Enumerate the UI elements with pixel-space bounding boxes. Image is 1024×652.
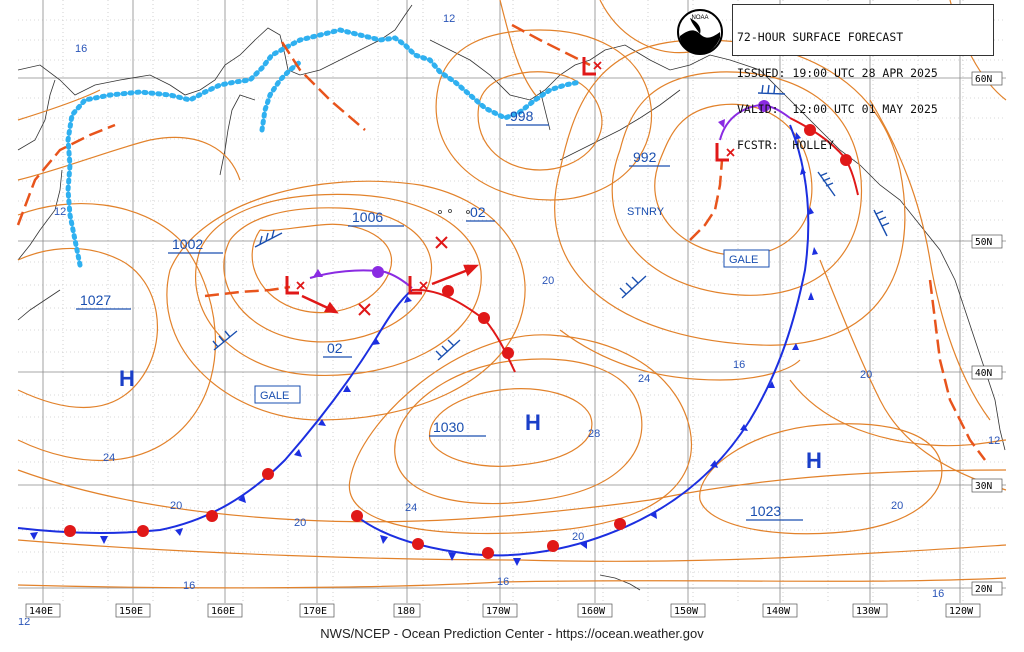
header-issued-row: ISSUED: 19:00 UTC 28 APR 2025 (737, 67, 989, 79)
high-symbol: H (806, 448, 822, 473)
pressure-label: 992 (633, 149, 657, 165)
ice-edge (65, 27, 583, 268)
noaa-logo-icon: NOAA (677, 9, 723, 55)
longitude-label: 160E (211, 606, 235, 617)
isobar-value: 20 (294, 517, 306, 529)
high-symbol: H (119, 366, 135, 391)
latitude-label: 30N (975, 481, 992, 492)
isobar-value: 24 (405, 502, 417, 514)
isobar-value: 24 (103, 452, 115, 464)
valid-value: 12:00 UTC 01 MAY 2025 (792, 102, 938, 116)
isobar-value: 16 (183, 580, 195, 592)
fcstr-label: FCSTR: (737, 138, 779, 152)
isobar-value: 12 (443, 13, 455, 25)
gale-label: GALE (260, 390, 289, 402)
header-fcstr-row: FCSTR: HOLLEY (737, 139, 989, 151)
isobar-value-labels: 12 16 16 12 20 24 28 24 20 20 24 20 16 1… (18, 13, 1000, 628)
isobar-value: 12 (988, 435, 1000, 447)
gale-box (723, 249, 770, 268)
troughs (16, 23, 986, 461)
gale-box (254, 385, 301, 404)
isobar-value: 24 (638, 373, 650, 385)
header-valid-row: VALID: 12:00 UTC 01 MAY 2025 (737, 103, 989, 115)
pressure-label: 1027 (80, 292, 111, 308)
pressure-label: 1023 (750, 503, 781, 519)
motion-arrows (301, 264, 480, 314)
occluded-fronts (309, 100, 791, 289)
longitude-labels: 140E 150E 160E 170E 180 170W 160W 150W 1… (18, 603, 1006, 618)
stnry-label: STNRY (627, 206, 665, 218)
pressure-label: 02 (470, 204, 486, 220)
longitude-label: 140W (766, 606, 791, 617)
pressure-label: 1030 (433, 419, 464, 435)
header-title: 72-HOUR SURFACE FORECAST (737, 30, 904, 44)
cold-fronts (17, 124, 818, 566)
forecast-header: 72-HOUR SURFACE FORECAST ISSUED: 19:00 U… (732, 4, 994, 151)
isobar-value: 20 (542, 275, 554, 287)
isobar-value: 12 (54, 206, 66, 218)
longitude-label: 150E (119, 606, 143, 617)
latitude-label: 20N (975, 584, 992, 595)
latitude-label: 40N (975, 368, 992, 379)
isobar-value: 12 (18, 616, 30, 628)
low-symbols (285, 57, 735, 295)
isobar-value: 16 (75, 43, 87, 55)
isobars (17, 0, 1007, 589)
isobar-value: 20 (891, 500, 903, 512)
isobar-value: 16 (932, 588, 944, 600)
warm-fronts (64, 117, 859, 559)
pressure-label: 1002 (172, 236, 203, 252)
isobar-value: 16 (733, 359, 745, 371)
high-symbol: H (525, 410, 541, 435)
pressure-label: 02 (327, 340, 343, 356)
longitude-label: 170E (303, 606, 327, 617)
longitude-label: 180 (397, 606, 415, 617)
valid-label: VALID: (737, 102, 779, 116)
latitude-labels: 60N 50N 40N 30N 20N (971, 71, 1003, 596)
latitude-label: 50N (975, 237, 992, 248)
footer-credit: NWS/NCEP - Ocean Prediction Center - htt… (320, 626, 704, 641)
latitude-label: 60N (975, 74, 992, 85)
minor-grid (18, 0, 1006, 603)
longitude-label: 150W (674, 606, 699, 617)
pressure-label: 998 (510, 108, 534, 124)
isobar-value: 20 (170, 500, 182, 512)
low-symbol (285, 276, 305, 295)
x-marks (358, 236, 448, 316)
isobar-value: 20 (572, 531, 584, 543)
longitude-label: 170W (486, 606, 511, 617)
isobar-value: 16 (497, 576, 509, 588)
low-symbol (582, 57, 602, 76)
low-symbol (715, 143, 735, 162)
longitude-label: 160W (581, 606, 606, 617)
isobar-value: 20 (860, 369, 872, 381)
pressure-label: 1006 (352, 209, 383, 225)
fcstr-value: HOLLEY (792, 138, 834, 152)
wind-barbs (212, 84, 890, 361)
longitude-label: 130W (856, 606, 881, 617)
logo-text: NOAA (691, 15, 708, 21)
issued-value: 19:00 UTC 28 APR 2025 (792, 66, 938, 80)
gale-label: GALE (729, 254, 758, 266)
issued-label: ISSUED: (737, 66, 786, 80)
longitude-label: 140E (29, 606, 53, 617)
longitude-label: 120W (949, 606, 974, 617)
low-symbol (408, 276, 428, 295)
isobar-value: 28 (588, 428, 600, 440)
